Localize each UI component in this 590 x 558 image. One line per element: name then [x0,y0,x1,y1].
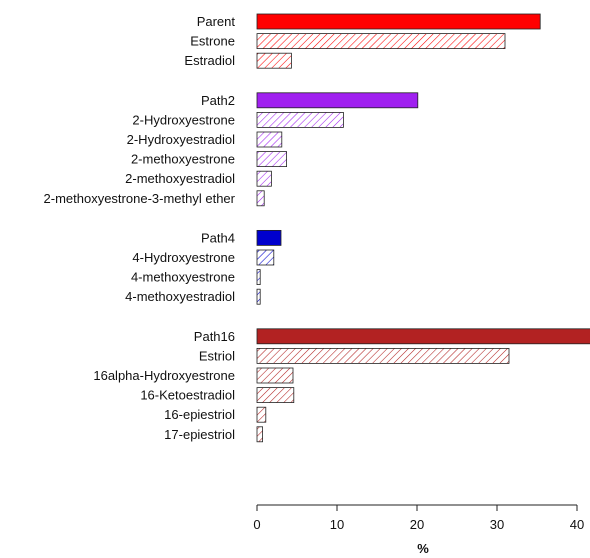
x-axis: 0 10 20 30 40 [253,504,584,532]
bar-1-0 [256,92,419,109]
bars-layer [256,13,590,443]
bar-3-2 [256,367,294,384]
category-label: 16-Ketoestradiol [140,388,235,403]
x-tick-label: 0 [253,517,260,532]
category-label: 4-methoxyestradiol [125,289,235,304]
category-label: 2-methoxyestrone [131,152,235,167]
category-label: 4-Hydroxyestrone [132,250,235,265]
category-label: 4-methoxyestrone [131,270,235,285]
category-label: Path2 [201,93,235,108]
bar-3-5 [256,426,263,443]
x-tick-label: 10 [330,517,344,532]
bar-1-3 [256,151,288,168]
x-tick-label: 40 [570,517,584,532]
bar-2-2 [256,269,261,286]
category-label: 17-epiestriol [164,427,235,442]
category-label: Path16 [194,329,235,344]
x-axis-label: % [417,541,429,556]
category-label: Estradiol [184,53,235,68]
bar-1-5 [256,190,265,207]
bar-3-4 [256,406,267,423]
category-label: Estrone [190,34,235,49]
category-labels: Parent Estrone Estradiol Path2 2-Hydroxyestr… [44,14,236,442]
bar-1-4 [256,170,272,187]
category-label: 2-methoxyestrone-3-methyl ether [44,191,236,206]
bar-3-0 [256,328,590,345]
bar-1-1 [256,112,344,128]
bar-0-0 [256,13,541,30]
bar-0-2 [256,52,292,69]
category-label: Estriol [199,348,235,363]
category-label: 2-Hydroxyestradiol [127,132,235,147]
category-label: Path4 [201,230,235,245]
bar-1-2 [256,131,283,148]
category-label: 2-Hydroxyestrone [132,112,235,127]
bar-2-0 [256,229,282,246]
bar-0-1 [256,33,506,49]
category-label: 16-epiestriol [164,407,235,422]
bar-3-1 [256,347,510,364]
x-tick-label: 30 [490,517,504,532]
bar-3-3 [256,387,295,404]
category-label: 16alpha-Hydroxyestrone [93,368,235,383]
category-label: Parent [197,14,236,29]
bar-2-1 [256,249,275,266]
x-tick-label: 20 [410,517,424,532]
category-label: 2-methoxyestradiol [125,171,235,186]
bar-2-3 [256,288,261,305]
